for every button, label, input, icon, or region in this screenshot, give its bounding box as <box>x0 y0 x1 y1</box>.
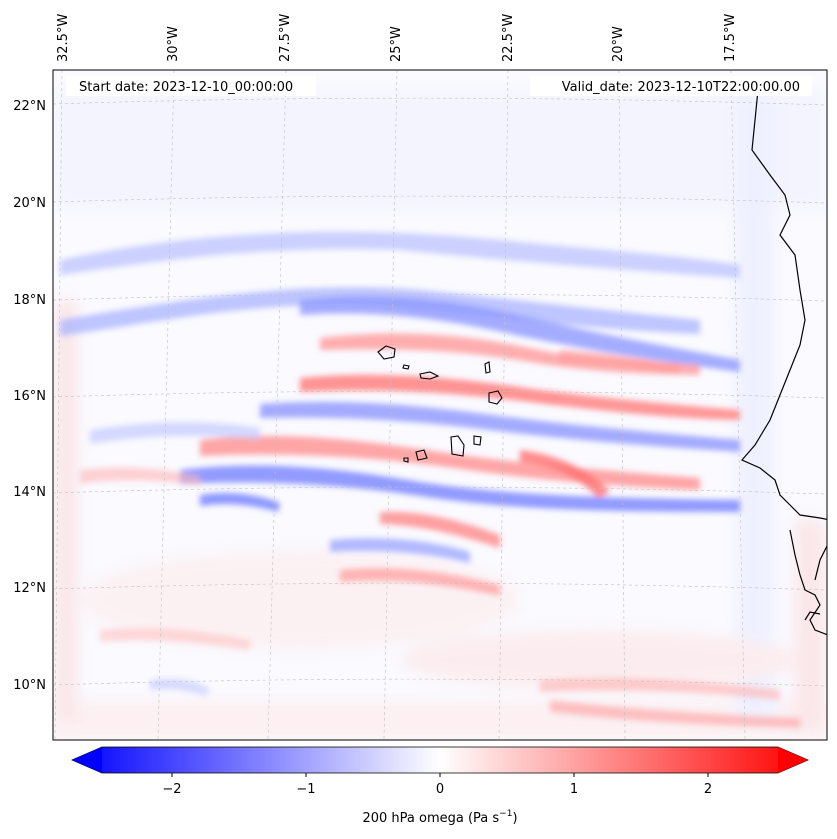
omega-field: Start date: 2023-12-10_00:00:00 Valid_da… <box>53 70 827 740</box>
lon-label-30w: 30°W <box>166 26 181 62</box>
start-date-label: Start date: 2023-12-10_00:00:00 <box>79 80 293 95</box>
lon-label-22-5w: 22.5°W <box>501 14 516 62</box>
colorbar-tick-2: 2 <box>704 782 712 797</box>
longitude-labels: 32.5°W 30°W 27.5°W 25°W 22.5°W 20°W 17.5… <box>56 14 738 62</box>
valid-date-box <box>530 76 812 96</box>
colorbar-max-extend <box>778 747 808 773</box>
start-date-box <box>66 76 316 96</box>
map-panel: Start date: 2023-12-10_00:00:00 Valid_da… <box>52 69 828 741</box>
lon-label-27-5w: 27.5°W <box>278 14 293 62</box>
african-coastline <box>741 89 827 636</box>
cape-verde-islands <box>377 345 503 463</box>
lon-label-25w: 25°W <box>389 26 404 62</box>
colorbar-tick-1: 1 <box>570 782 578 797</box>
colorbar-tick-marks <box>171 773 709 777</box>
colorbar-tick-minus1: −1 <box>296 782 315 797</box>
lon-label-32-5w: 32.5°W <box>56 14 71 62</box>
lat-label-22n: 22°N <box>13 99 46 114</box>
lat-label-10n: 10°N <box>13 678 46 693</box>
lat-label-14n: 14°N <box>13 485 46 500</box>
lat-label-12n: 12°N <box>13 581 46 596</box>
colorbar-title: 200 hPa omega (Pa s−1) <box>362 809 517 826</box>
colorbar-bar <box>70 746 810 774</box>
latitude-labels: 22°N 20°N 18°N 16°N 14°N 12°N 10°N <box>13 99 46 693</box>
colorbar-tick-minus2: −2 <box>162 782 181 797</box>
lat-label-18n: 18°N <box>13 293 46 308</box>
lon-label-20w: 20°W <box>611 26 626 62</box>
lat-label-16n: 16°N <box>13 389 46 404</box>
colorbar-tick-0: 0 <box>436 782 444 797</box>
valid-date-label: Valid_date: 2023-12-10T22:00:00.00 <box>562 80 800 95</box>
lon-label-17-5w: 17.5°W <box>723 14 738 62</box>
colorbar: −2 −1 0 1 2 200 hPa omega (Pa s−1) <box>70 746 810 826</box>
colorbar-min-extend <box>72 747 102 773</box>
lat-label-20n: 20°N <box>13 196 46 211</box>
gridlines <box>53 70 827 740</box>
map-frame <box>52 69 828 741</box>
